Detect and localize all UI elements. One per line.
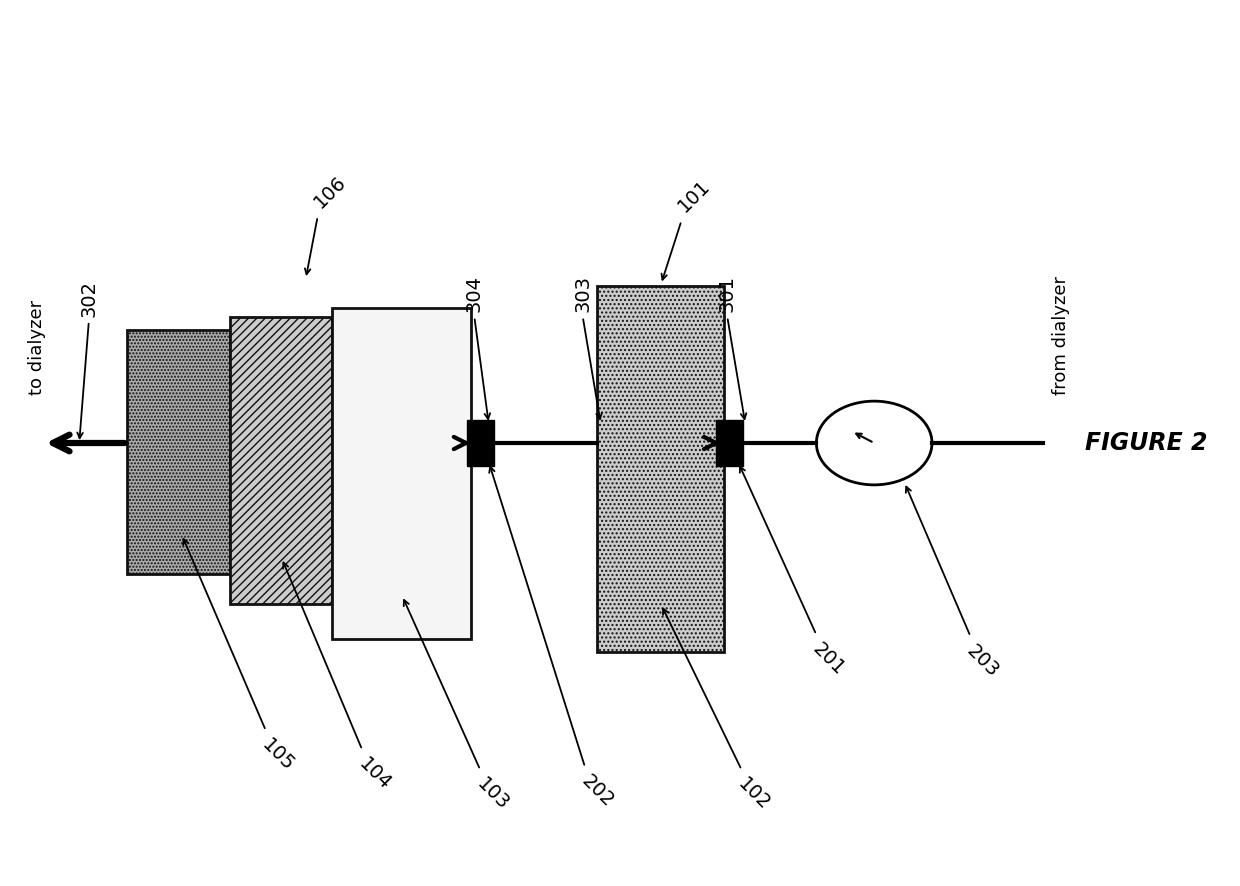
Text: 102: 102 <box>734 774 774 814</box>
Bar <box>128 330 229 574</box>
Text: 104: 104 <box>355 754 394 794</box>
Circle shape <box>816 401 932 485</box>
Text: 103: 103 <box>472 774 512 814</box>
Bar <box>332 307 471 639</box>
Text: 105: 105 <box>258 735 298 775</box>
Text: from dialyzer: from dialyzer <box>1052 276 1070 395</box>
Text: 304: 304 <box>465 276 484 312</box>
Bar <box>717 420 743 466</box>
Text: 203: 203 <box>963 641 1003 680</box>
Text: 201: 201 <box>808 639 848 679</box>
Text: 303: 303 <box>573 276 593 312</box>
Text: 302: 302 <box>79 280 98 316</box>
Text: FIGURE 2: FIGURE 2 <box>1085 431 1208 455</box>
Text: 301: 301 <box>718 276 737 312</box>
Text: to dialyzer: to dialyzer <box>29 299 46 395</box>
Bar <box>467 420 494 466</box>
Bar <box>229 316 332 604</box>
Text: 202: 202 <box>578 772 618 812</box>
Bar <box>598 286 724 652</box>
Text: 101: 101 <box>675 176 714 216</box>
Text: 106: 106 <box>310 172 350 212</box>
